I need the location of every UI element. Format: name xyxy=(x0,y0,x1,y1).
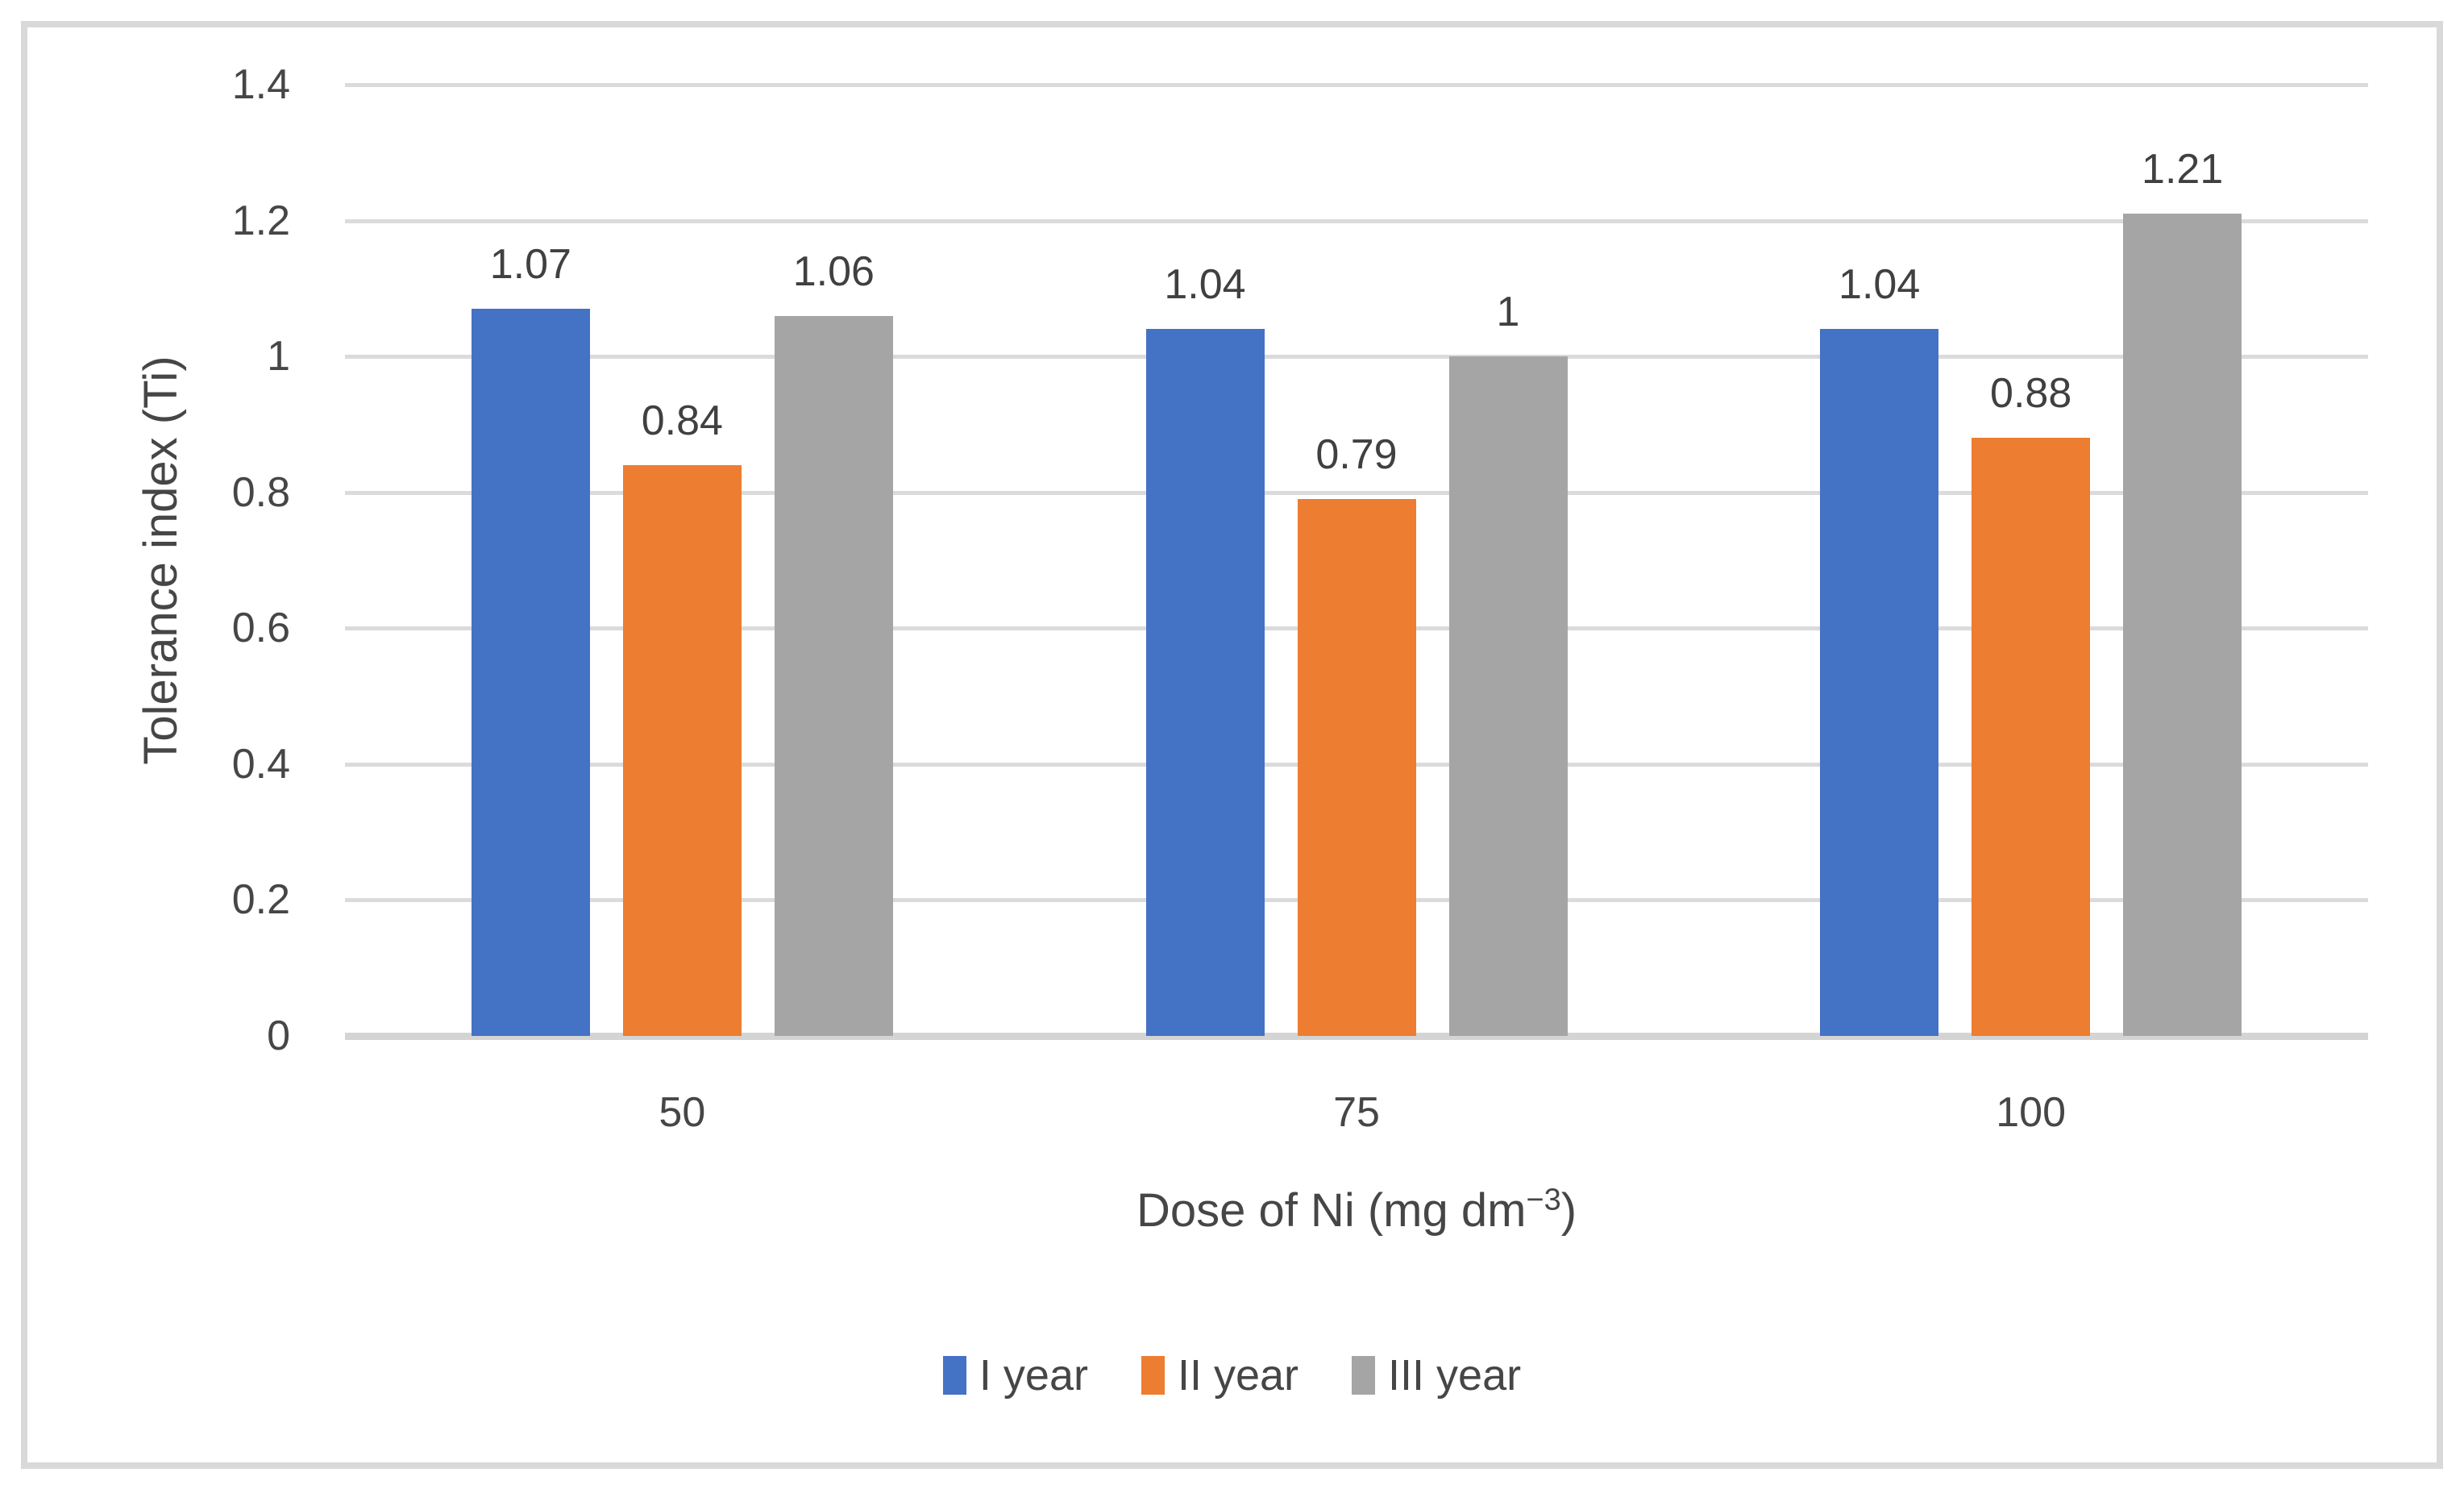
y-tick-label-0: 0 xyxy=(267,1013,290,1059)
y-tick-label-0.6: 0.6 xyxy=(231,605,290,652)
bar-value-label-III-year-100: 1.21 xyxy=(2142,146,2224,193)
x-tick-label-75: 75 xyxy=(1333,1089,1380,1136)
x-axis-title-close: ) xyxy=(1560,1184,1577,1237)
y-tick-label-1: 1 xyxy=(267,333,290,381)
gridline-y-1.4 xyxy=(345,83,2368,87)
bar-value-label-I-year-75: 1.04 xyxy=(1164,261,1246,309)
bar-I-year-100 xyxy=(1820,329,1939,1036)
gridline-y-0.8 xyxy=(345,490,2368,495)
bar-value-label-I-year-100: 1.04 xyxy=(1839,261,1921,309)
legend-item-I-year: I year xyxy=(942,1351,1088,1400)
legend-label-I-year: I year xyxy=(979,1351,1088,1400)
legend-item-III-year: III year xyxy=(1352,1351,1521,1400)
bar-value-label-I-year-50: 1.07 xyxy=(489,241,571,289)
bar-III-year-75 xyxy=(1448,356,1568,1036)
legend-item-II-year: II year xyxy=(1141,1351,1298,1400)
plot-area: 1.07 0.84 1.06 1.04 0.79 1 1.04 0.88 1.21 xyxy=(345,83,2368,1040)
y-tick-label-1.2: 1.2 xyxy=(231,197,290,244)
legend-label-III-year: III year xyxy=(1388,1351,1522,1400)
bar-III-year-100 xyxy=(2123,214,2242,1036)
gridline-y-1 xyxy=(345,355,2368,360)
legend-marker-III-year xyxy=(1352,1356,1376,1395)
bar-I-year-75 xyxy=(1145,329,1265,1036)
gridline-y-1.2 xyxy=(345,218,2368,223)
bar-I-year-50 xyxy=(471,309,590,1036)
x-axis-title: Dose of Ni (mg dm−3) xyxy=(873,1179,1840,1243)
bar-value-label-II-year-75: 0.79 xyxy=(1315,431,1398,479)
y-tick-label-1.4: 1.4 xyxy=(231,61,290,108)
x-axis-title-superscript: −3 xyxy=(1526,1183,1561,1217)
bar-II-year-50 xyxy=(622,465,742,1036)
legend-label-II-year: II year xyxy=(1177,1351,1299,1400)
bar-value-label-II-year-50: 0.84 xyxy=(641,397,723,444)
legend-marker-II-year xyxy=(1141,1356,1165,1395)
x-tick-label-100: 100 xyxy=(1996,1089,2067,1136)
bar-value-label-II-year-100: 0.88 xyxy=(1990,370,2072,418)
y-tick-label-0.2: 0.2 xyxy=(231,876,290,924)
bar-III-year-50 xyxy=(774,315,893,1036)
bar-value-label-III-year-75: 1 xyxy=(1496,289,1520,336)
x-axis-baseline xyxy=(345,1033,2368,1040)
bar-II-year-100 xyxy=(1972,438,2091,1036)
legend-marker-I-year xyxy=(942,1356,966,1395)
bar-value-label-III-year-50: 1.06 xyxy=(792,247,875,295)
y-tick-label-0.4: 0.4 xyxy=(231,740,290,788)
bar-II-year-75 xyxy=(1297,499,1416,1036)
y-tick-label-0.8: 0.8 xyxy=(231,468,290,516)
x-tick-label-50: 50 xyxy=(659,1089,706,1136)
x-axis-title-base: Dose of Ni (mg dm xyxy=(1136,1184,1527,1237)
legend: I year II year III year xyxy=(0,1351,2464,1400)
